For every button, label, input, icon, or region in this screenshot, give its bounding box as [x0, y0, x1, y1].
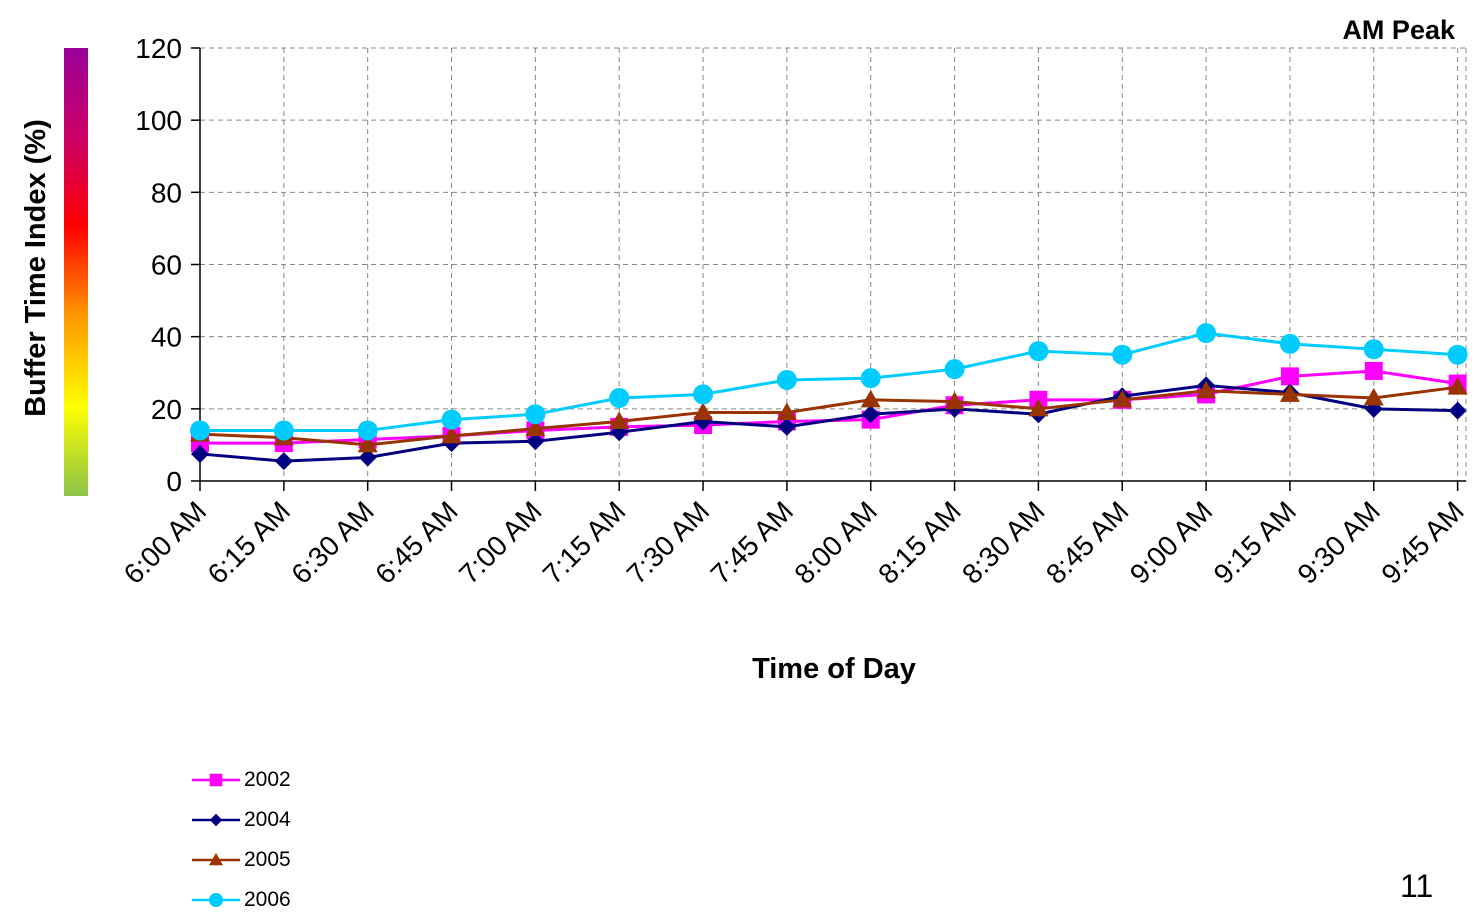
- data-point: [860, 389, 881, 408]
- data-point: [1447, 377, 1468, 395]
- data-point: [944, 359, 965, 380]
- x-tick-label: 9:00 AM: [1124, 495, 1219, 590]
- page-number: 11: [1400, 868, 1434, 904]
- series-2004: [191, 376, 1467, 471]
- legend-label: 2002: [244, 768, 291, 791]
- data-point: [861, 405, 880, 424]
- data-point: [609, 411, 630, 429]
- data-point: [273, 420, 294, 441]
- legend-item: 2005: [190, 840, 291, 880]
- x-tick-label: 8:30 AM: [956, 495, 1051, 590]
- data-point: [1448, 401, 1467, 420]
- data-point: [441, 425, 462, 444]
- legend-swatch: [192, 813, 240, 827]
- y-tick-label: 60: [151, 250, 182, 281]
- legend-swatch: [192, 893, 240, 907]
- x-tick-label: 9:30 AM: [1291, 495, 1386, 590]
- y-tick-label: 0: [166, 466, 182, 497]
- data-point: [693, 384, 714, 405]
- legend-item: 2002: [190, 760, 291, 800]
- y-tick-label: 100: [135, 105, 182, 136]
- data-point: [274, 452, 293, 471]
- data-point: [358, 448, 377, 467]
- x-tick-label: 6:15 AM: [202, 495, 297, 590]
- data-point: [209, 773, 223, 787]
- x-tick-label: 7:30 AM: [621, 495, 716, 590]
- data-point: [1279, 384, 1300, 402]
- legend-swatch: [192, 773, 240, 787]
- data-point: [209, 893, 223, 907]
- data-point: [777, 417, 796, 436]
- data-point: [209, 853, 223, 866]
- x-tick-label: 9:15 AM: [1208, 495, 1303, 590]
- legend-label: 2005: [244, 848, 291, 871]
- series-group: [190, 323, 1468, 471]
- x-tick-label: 7:45 AM: [705, 495, 800, 590]
- y-axis-label: Buffer Time Index (%): [20, 119, 52, 417]
- data-point: [1363, 388, 1384, 406]
- x-tick-label: 6:30 AM: [285, 495, 380, 590]
- data-point: [1112, 344, 1133, 365]
- legend-item: 2006: [190, 880, 291, 920]
- data-point: [693, 402, 714, 420]
- data-point: [1028, 398, 1049, 417]
- data-point: [776, 402, 797, 420]
- data-point: [525, 404, 546, 425]
- data-point: [1028, 341, 1049, 362]
- series-2006: [190, 323, 1468, 441]
- x-tick-labels: 6:00 AM6:15 AM6:30 AM6:45 AM7:00 AM7:15 …: [118, 495, 1470, 590]
- legend-item: 2004: [190, 800, 291, 840]
- x-tick-label: 7:15 AM: [537, 495, 632, 590]
- y-tick-labels: 0 20 40 60 80 100 120: [135, 33, 182, 497]
- color-scale-bar: [64, 48, 88, 496]
- series-2005: [190, 377, 1468, 453]
- series-line: [199, 385, 1458, 447]
- data-point: [1279, 333, 1300, 354]
- x-tick-label: 9:45 AM: [1375, 495, 1470, 590]
- data-point: [526, 432, 545, 451]
- x-tick-label: 8:00 AM: [788, 495, 883, 590]
- y-tick-label: 40: [151, 322, 182, 353]
- data-point: [1447, 344, 1468, 365]
- data-point: [1196, 323, 1217, 344]
- y-tick-label: 80: [151, 177, 182, 208]
- data-point: [776, 369, 797, 390]
- x-tick-label: 6:45 AM: [369, 495, 464, 590]
- legend-swatch: [192, 853, 240, 866]
- chart-title: AM Peak: [1342, 15, 1456, 45]
- data-point: [357, 434, 378, 453]
- y-tick-label: 120: [135, 33, 182, 64]
- data-point: [525, 418, 546, 437]
- legend-label: 2006: [244, 888, 291, 911]
- data-point: [441, 409, 462, 430]
- data-point: [609, 388, 630, 409]
- y-tick-label: 20: [151, 394, 182, 425]
- data-point: [1196, 380, 1217, 399]
- series-line: [200, 331, 1458, 432]
- x-axis-label: Time of Day: [752, 653, 916, 685]
- data-point: [860, 368, 881, 389]
- x-tick-label: 8:45 AM: [1040, 495, 1135, 590]
- data-point: [1280, 367, 1299, 386]
- x-tick-label: 7:00 AM: [453, 495, 548, 590]
- series-line: [199, 383, 1458, 463]
- legend-label: 2004: [244, 808, 291, 831]
- data-point: [357, 420, 378, 441]
- x-tick-label: 8:15 AM: [872, 495, 967, 590]
- data-point: [1364, 361, 1383, 380]
- data-point: [1363, 339, 1384, 360]
- data-point: [191, 444, 209, 463]
- data-point: [209, 813, 223, 827]
- legend: 2002 2004 2005 2006: [190, 760, 291, 920]
- axes: [191, 47, 1466, 491]
- data-point: [190, 420, 210, 441]
- data-point: [944, 391, 965, 410]
- data-point: [1112, 389, 1133, 408]
- x-tick-label: 6:00 AM: [118, 495, 213, 590]
- grid-lines: [200, 47, 1467, 481]
